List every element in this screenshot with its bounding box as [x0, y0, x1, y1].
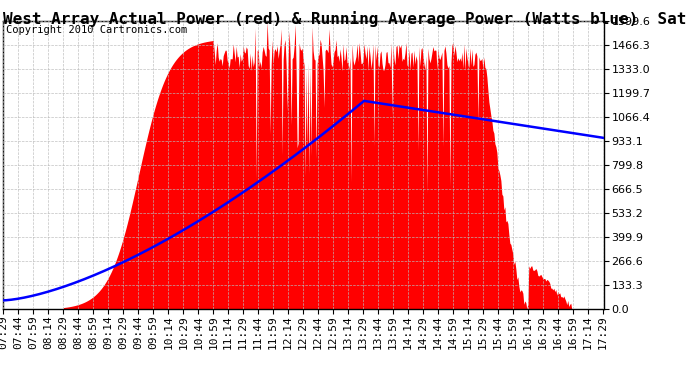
Text: Copyright 2010 Cartronics.com: Copyright 2010 Cartronics.com — [6, 25, 188, 35]
Text: West Array Actual Power (red) & Running Average Power (Watts blue)  Sat Oct 16  : West Array Actual Power (red) & Running … — [3, 11, 690, 27]
